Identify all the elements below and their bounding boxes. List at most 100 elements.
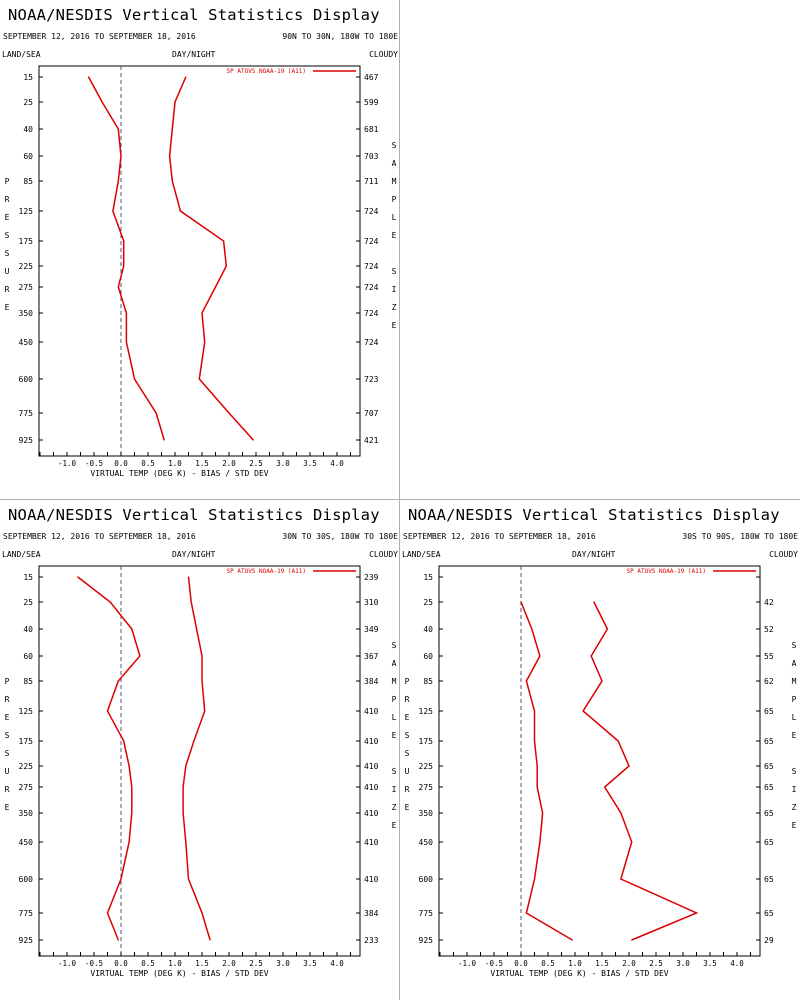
sample-size-label: 62 [764, 677, 774, 686]
std-dev-data-point [201, 680, 203, 682]
bias-data-point [533, 740, 536, 742]
bias-data-point [125, 312, 127, 314]
sample-size-axis-letter: Z [392, 303, 397, 312]
pressure-axis-letter: S [5, 749, 10, 758]
sample-size-label: 703 [364, 152, 379, 161]
pressure-label: 125 [19, 207, 34, 216]
sample-size-axis-letter: S [392, 267, 397, 276]
pressure-axis-letter: P [5, 177, 10, 186]
cloudy-label: CLOUDY [369, 50, 398, 59]
bias-data-point [133, 378, 136, 380]
sample-size-axis-letter: L [392, 213, 397, 222]
pressure-label: 225 [19, 762, 34, 771]
x-tick-label: 0.5 [141, 459, 155, 468]
pressure-label: 275 [19, 783, 34, 792]
sample-size-axis-letter: A [392, 659, 397, 668]
sample-size-label: 410 [364, 838, 379, 847]
bias-data-point [125, 341, 127, 343]
sample-size-axis-letter: Z [392, 803, 397, 812]
x-tick-label: -0.5 [85, 959, 103, 968]
sample-size-label: 65 [764, 809, 774, 818]
bias-data-point [542, 812, 544, 814]
bias-data-point [88, 76, 90, 78]
bias-data-point [123, 240, 125, 242]
profile-chart: -1.0 -0.5 0.0 0.5 1.0 1.5 2.0 2.5 3.0 3.5 4.0 VIRTU… [5, 565, 397, 978]
sample-size-axis-letter: M [392, 677, 397, 686]
sample-size-axis-letter: A [792, 659, 797, 668]
land-sea-label: LAND/SEA [2, 50, 41, 59]
x-tick-label: 2.5 [649, 959, 663, 968]
sample-size-label: 681 [364, 125, 379, 134]
pressure-label: 125 [19, 707, 34, 716]
bias-data-point [520, 601, 522, 603]
x-axis-title: VIRTUAL TEMP (DEG K) - BIAS / STD DEV [90, 969, 268, 978]
x-tick-label: 3.5 [303, 459, 317, 468]
sample-size-label: 239 [364, 573, 379, 582]
std-dev-data-point [185, 76, 187, 78]
sample-size-axis-letter: M [392, 177, 397, 186]
bias-profile-line [77, 576, 141, 941]
std-dev-data-point [582, 710, 584, 712]
x-tick-label: 4.0 [730, 959, 744, 968]
std-dev-data-point [174, 101, 176, 103]
pressure-axis-letter: E [405, 713, 410, 722]
bias-data-point [131, 812, 133, 814]
x-tick-label: 1.0 [568, 959, 582, 968]
bias-data-point [117, 128, 119, 130]
date-range: SEPTEMBER 12, 2016 TO SEPTEMBER 18, 2016 [403, 532, 596, 541]
pressure-axis-letter: E [5, 803, 10, 812]
pressure-label: 40 [23, 625, 33, 634]
pressure-axis-letter: E [5, 713, 10, 722]
x-tick-label: 1.5 [195, 459, 209, 468]
sample-size-axis-letter: S [392, 641, 397, 650]
x-tick-label: -0.5 [485, 959, 503, 968]
std-dev-data-point [606, 628, 608, 630]
std-dev-data-point [187, 576, 190, 578]
std-dev-data-point [171, 180, 173, 182]
std-dev-data-point [620, 812, 622, 814]
pressure-label: 15 [423, 573, 433, 582]
sample-size-label: 65 [764, 737, 774, 746]
pressure-axis-letter: R [405, 785, 410, 794]
x-axis-title: VIRTUAL TEMP (DEG K) - BIAS / STD DEV [90, 469, 268, 478]
sample-size-axis-letter: L [792, 713, 797, 722]
panel-title: NOAA/NESDIS Vertical Statistics Display [8, 6, 380, 24]
sample-size-label: 723 [364, 375, 379, 384]
bias-data-point [117, 286, 119, 288]
std-dev-data-point [169, 155, 171, 157]
x-tick-label: 3.0 [676, 959, 690, 968]
x-tick-label: 2.0 [222, 459, 236, 468]
sample-size-axis-letter: Z [792, 803, 797, 812]
x-tick-label: 4.0 [330, 459, 344, 468]
bias-data-point [539, 841, 541, 843]
sample-size-label: 410 [364, 783, 379, 792]
sample-size-axis-letter: P [392, 195, 397, 204]
pressure-label: 25 [23, 98, 33, 107]
bias-data-point [128, 765, 130, 767]
std-dev-data-point [185, 765, 187, 767]
bias-data-point [128, 841, 130, 843]
sample-size-axis-letter: E [792, 731, 797, 740]
x-tick-label: 3.5 [703, 959, 717, 968]
sample-size-label: 65 [764, 875, 774, 884]
bias-data-point [106, 710, 109, 712]
std-dev-data-point [209, 939, 211, 941]
pressure-label: 275 [19, 283, 34, 292]
bias-profile-line [87, 76, 165, 441]
pressure-label: 175 [19, 237, 34, 246]
pressure-label: 60 [423, 652, 433, 661]
x-tick-label: 1.5 [595, 959, 609, 968]
bias-data-point [536, 786, 538, 788]
plot-frame [438, 565, 761, 957]
stats-panel-30s-90s: NOAA/NESDIS Vertical Statistics Display … [400, 500, 800, 1000]
sample-size-axis-letter: S [392, 141, 397, 150]
bias-data-point [123, 740, 125, 742]
std-dev-data-point [620, 878, 622, 880]
stats-panel-90n-30n: NOAA/NESDIS Vertical Statistics Display … [0, 0, 400, 500]
sample-size-label: 52 [764, 625, 774, 634]
x-tick-label: 2.5 [249, 959, 263, 968]
pressure-axis-letter: E [5, 303, 10, 312]
std-dev-data-point [601, 680, 603, 682]
day-night-label: DAY/NIGHT [572, 550, 616, 559]
land-sea-label: LAND/SEA [402, 550, 441, 559]
